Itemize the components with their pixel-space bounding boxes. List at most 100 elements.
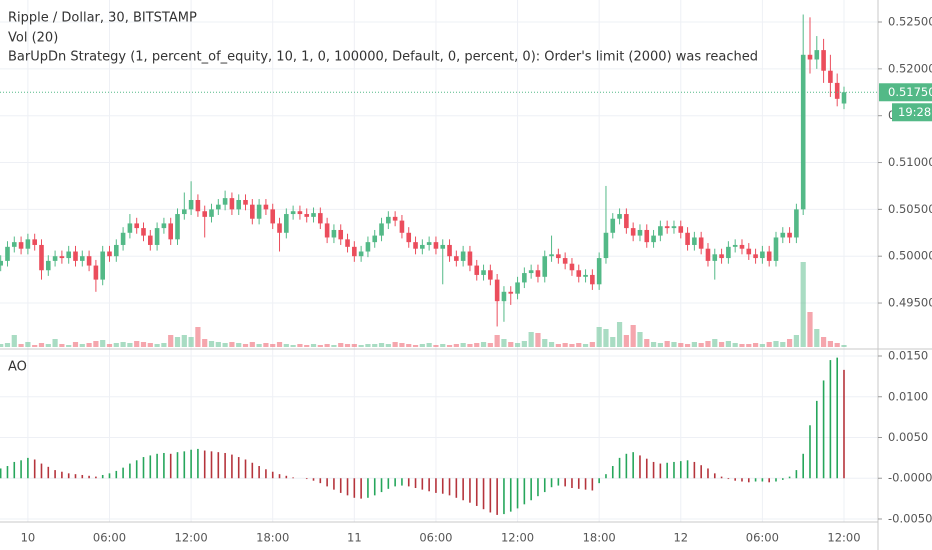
volume-bar [514,343,521,347]
candle-body [617,214,622,219]
volume-bar [841,345,847,347]
candle-body [766,251,772,261]
candle-body [324,223,330,238]
candle-body [739,244,745,249]
volume-bar [338,343,344,347]
volume-bar [589,342,595,347]
volume-bar [718,342,725,347]
candle-body [372,235,378,243]
candle-body [188,199,194,210]
volume-bar [385,344,391,347]
y-tick-label: -0.0050 [888,511,932,525]
candle-body [113,244,119,257]
volume-bar [32,345,38,347]
candle-body [86,256,92,266]
x-tick-label: 10 [21,531,36,545]
candle-body [841,92,847,104]
candle-body [107,251,112,257]
volume-bar [501,339,507,347]
strategy-label: BarUpDn Strategy (1, percent_of_equity, … [8,50,758,65]
countdown-box [892,103,932,122]
y-tick-label: 0.52000 [888,61,932,75]
candle-body [712,254,718,261]
x-tick-label: 12:00 [827,531,860,545]
candle-body [229,198,235,210]
volume-bar [773,341,779,347]
volume-bar [18,344,24,347]
y-tick-label: 0.0050 [888,430,928,444]
volume-bar [555,344,561,347]
volume-bar [800,262,806,347]
candle-body [651,235,656,243]
candle-body [386,216,391,224]
y-tick-label: 0.52500 [888,15,932,29]
volume-bar [467,344,473,347]
volume-bar [174,337,181,347]
candle-body [460,251,466,261]
volume-bar [66,345,72,347]
candle-body [216,204,221,210]
volume-bar [657,343,663,347]
volume-bar [324,344,330,347]
volume-bar [480,342,487,347]
candle-body [73,251,78,261]
volume-bar [215,342,221,347]
candle-body [522,273,527,283]
volume-bar [664,341,670,347]
candle-body [256,204,262,219]
volume-bar [106,344,113,347]
candle-body [352,246,357,257]
volume-bar [460,343,466,347]
candle-body [467,251,473,266]
candle-body [338,229,344,240]
last-price-label: 0.51750 [888,85,932,99]
volume-bar [705,341,711,347]
candle-body [209,209,214,217]
volume-bar [752,343,759,347]
volume-bar [38,343,45,347]
candle-body [834,82,840,99]
candle-body [11,242,17,247]
candle-body [277,223,282,233]
volume-bar [610,337,616,347]
x-tick-label: 12:00 [501,531,534,545]
volume-bar [351,344,357,347]
candle-body [624,214,629,229]
candle-body [549,254,554,257]
candle-body [658,226,663,236]
candle-body [780,232,786,238]
y-tick-label: 0.0150 [888,349,928,363]
volume-label: Vol (20) [8,31,58,46]
volume-bar [249,342,255,347]
volume-bar [582,344,589,347]
x-tick-label: 06:00 [93,531,126,545]
candle-body [596,258,602,285]
volume-bar [508,342,514,347]
candle-body [732,244,738,247]
volume-bar [732,343,738,347]
volume-bar [576,343,582,347]
candle-body [433,242,439,249]
candle-body [603,232,609,259]
volume-bar [698,343,704,347]
volume-bar [283,344,289,347]
candle-body [45,260,51,271]
countdown-label: 19:28 [898,105,931,119]
candle-body [760,251,765,259]
volume-bar [793,335,799,347]
candle-body [705,248,711,261]
candle-body [100,251,105,280]
candle-body [182,209,187,215]
candle-body [66,251,71,259]
candle-body [698,237,704,249]
candle-body [399,220,405,233]
candle-body [746,248,752,255]
candle-body [678,226,684,233]
volume-bar [168,335,174,347]
candle-body [719,254,724,259]
volume-bar [25,342,31,347]
candle-body [671,226,677,229]
candle-body [794,209,799,238]
candle-body [569,263,575,271]
